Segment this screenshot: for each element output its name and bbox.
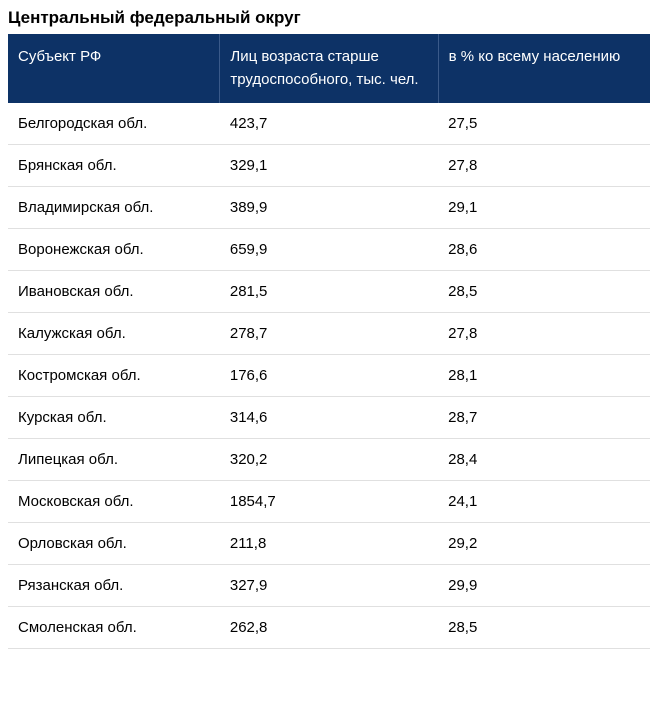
cell-subject: Орловская обл. [8,523,220,565]
col-header-population: Лиц возраста старше трудоспособного, тыс… [220,34,438,103]
cell-subject: Владимирская обл. [8,187,220,229]
cell-percent: 28,1 [438,355,650,397]
cell-percent: 28,5 [438,607,650,649]
table-row: Владимирская обл.389,929,1 [8,187,650,229]
cell-population: 314,6 [220,397,438,439]
cell-population: 278,7 [220,313,438,355]
table-row: Орловская обл.211,829,2 [8,523,650,565]
table-row: Курская обл.314,628,7 [8,397,650,439]
cell-percent: 29,1 [438,187,650,229]
table-row: Московская обл.1854,724,1 [8,481,650,523]
table-row: Ивановская обл.281,528,5 [8,271,650,313]
table-row: Липецкая обл.320,228,4 [8,439,650,481]
cell-percent: 24,1 [438,481,650,523]
cell-subject: Московская обл. [8,481,220,523]
col-header-subject: Субъект РФ [8,34,220,103]
table-title: Центральный федеральный округ [8,8,650,28]
cell-population: 211,8 [220,523,438,565]
cell-subject: Костромская обл. [8,355,220,397]
cell-subject: Калужская обл. [8,313,220,355]
cell-subject: Воронежская обл. [8,229,220,271]
cell-population: 262,8 [220,607,438,649]
cell-subject: Курская обл. [8,397,220,439]
cell-subject: Белгородская обл. [8,103,220,145]
cell-percent: 29,9 [438,565,650,607]
cell-population: 320,2 [220,439,438,481]
cell-percent: 27,5 [438,103,650,145]
table-row: Смоленская обл.262,828,5 [8,607,650,649]
col-header-percent: в % ко всему населению [438,34,650,103]
table-row: Костромская обл.176,628,1 [8,355,650,397]
cell-percent: 28,7 [438,397,650,439]
cell-population: 423,7 [220,103,438,145]
table-row: Воронежская обл.659,928,6 [8,229,650,271]
data-table: Субъект РФ Лиц возраста старше трудоспос… [8,34,650,649]
cell-population: 1854,7 [220,481,438,523]
table-header-row: Субъект РФ Лиц возраста старше трудоспос… [8,34,650,103]
table-row: Брянская обл.329,127,8 [8,145,650,187]
cell-percent: 27,8 [438,145,650,187]
cell-subject: Брянская обл. [8,145,220,187]
cell-population: 329,1 [220,145,438,187]
table-row: Калужская обл.278,727,8 [8,313,650,355]
cell-percent: 28,4 [438,439,650,481]
cell-population: 327,9 [220,565,438,607]
cell-population: 176,6 [220,355,438,397]
cell-subject: Липецкая обл. [8,439,220,481]
cell-percent: 27,8 [438,313,650,355]
cell-subject: Рязанская обл. [8,565,220,607]
cell-percent: 29,2 [438,523,650,565]
cell-percent: 28,6 [438,229,650,271]
cell-population: 659,9 [220,229,438,271]
cell-subject: Смоленская обл. [8,607,220,649]
cell-subject: Ивановская обл. [8,271,220,313]
cell-population: 389,9 [220,187,438,229]
table-row: Белгородская обл.423,727,5 [8,103,650,145]
cell-percent: 28,5 [438,271,650,313]
table-row: Рязанская обл.327,929,9 [8,565,650,607]
cell-population: 281,5 [220,271,438,313]
